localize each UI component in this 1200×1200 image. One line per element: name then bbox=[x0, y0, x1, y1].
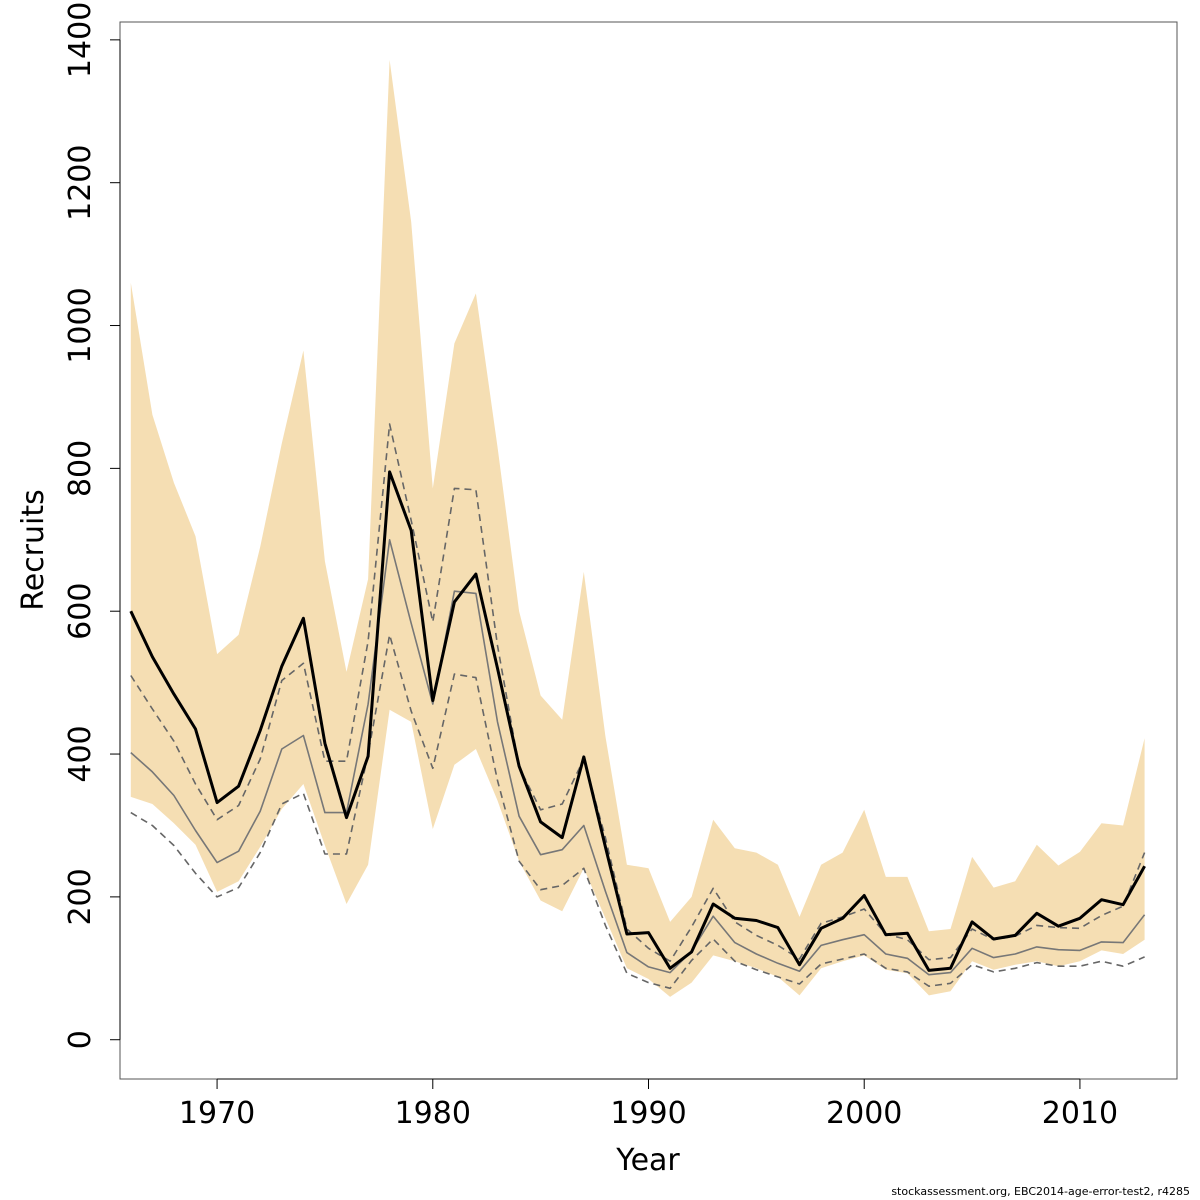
y-tick-label-200: 200 bbox=[63, 868, 98, 925]
confidence-band-layer bbox=[130, 59, 1145, 997]
y-axis-title: Recruits bbox=[16, 489, 51, 611]
y-tick-label-1200: 1200 bbox=[63, 145, 98, 221]
x-tick-label-1990: 1990 bbox=[610, 1096, 686, 1131]
y-tick-label-1000: 1000 bbox=[63, 287, 98, 363]
y-tick-label-400: 400 bbox=[63, 725, 98, 782]
series-line-0-solid-black-thick bbox=[129, 470, 1146, 972]
x-axis-title: Year bbox=[615, 1143, 680, 1178]
series-line-1-solid-grey bbox=[130, 538, 1146, 976]
x-tick-label-2000: 2000 bbox=[826, 1096, 902, 1131]
y-tick-label-0: 0 bbox=[63, 1030, 98, 1049]
x-tick-label-1980: 1980 bbox=[395, 1096, 471, 1131]
confidence-band bbox=[130, 59, 1145, 997]
series-layer bbox=[129, 423, 1146, 990]
y-tick-label-1400: 1400 bbox=[63, 2, 98, 78]
y-tick-label-600: 600 bbox=[63, 583, 98, 640]
y-tick-label-800: 800 bbox=[63, 440, 98, 497]
x-tick-label-2010: 2010 bbox=[1042, 1096, 1118, 1131]
footnote: stockassessment.org, EBC2014-age-error-t… bbox=[891, 1185, 1190, 1198]
x-tick-label-1970: 1970 bbox=[179, 1096, 255, 1131]
series-line-2-dashed-grey bbox=[130, 423, 1146, 963]
y-axis: 0 200 400 600 800 1000 1200 1400 bbox=[63, 2, 121, 1049]
x-axis: 1970 1980 1990 2000 2010 bbox=[179, 1078, 1118, 1131]
